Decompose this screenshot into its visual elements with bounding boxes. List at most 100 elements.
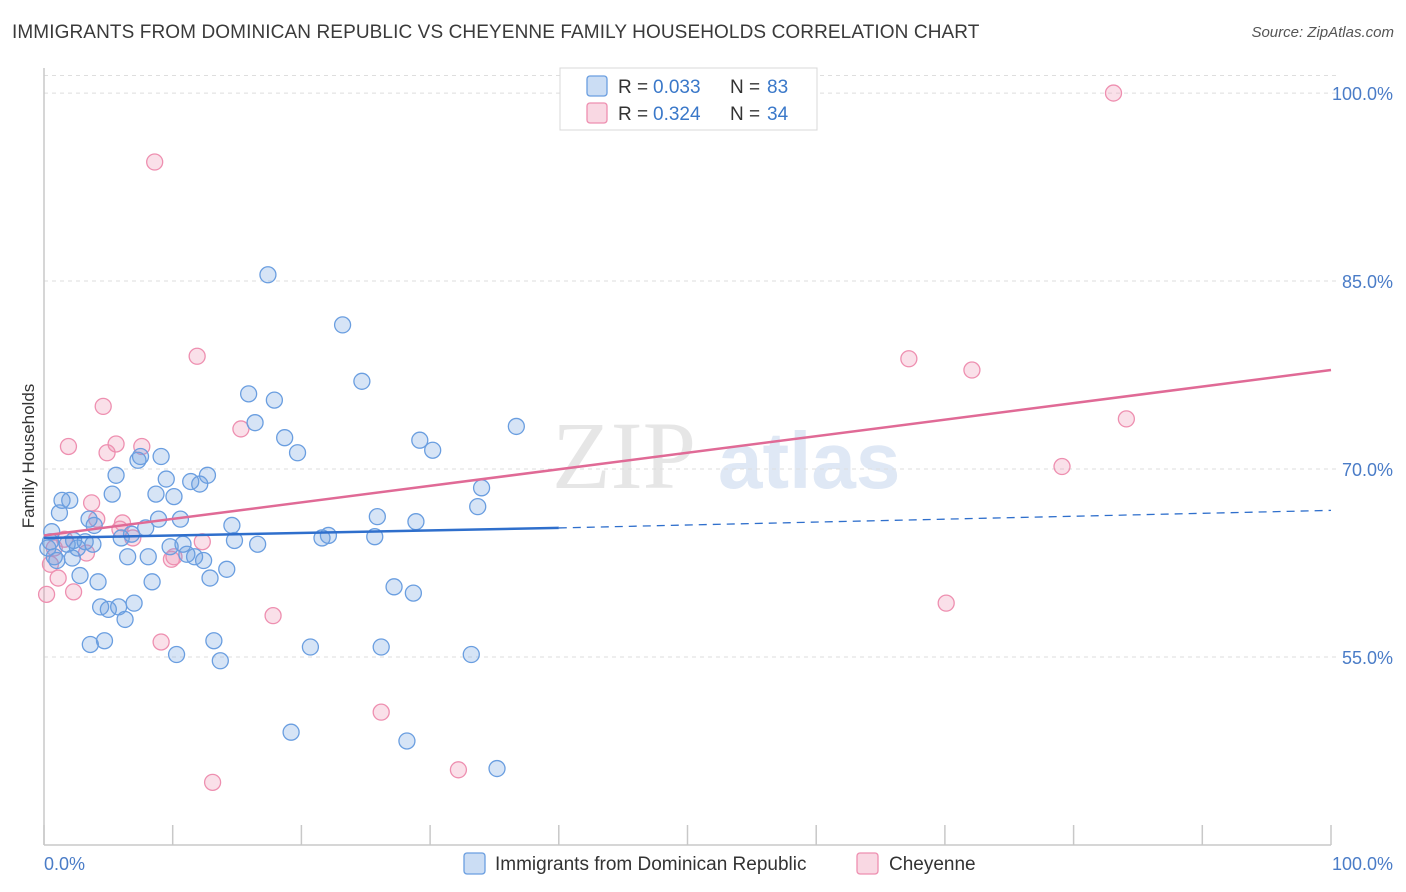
cheyenne-point	[937, 594, 955, 612]
legend-n-label-1: N =	[730, 77, 760, 98]
cheyenne-point	[37, 585, 56, 604]
bottom-legend-swatch-cheyenne	[856, 852, 879, 875]
dominican-point	[125, 594, 143, 612]
dominican-point	[99, 600, 117, 619]
cheyenne-point	[94, 397, 112, 416]
dominican-point	[411, 431, 429, 449]
trend-line-dominican	[43, 526, 559, 540]
dominican-point	[63, 549, 81, 567]
cheyenne-point	[372, 703, 390, 721]
cheyenne-point	[188, 347, 206, 365]
dominican-point	[152, 447, 170, 466]
cheyenne-point	[1117, 410, 1136, 428]
y-axis-label: Family Households	[19, 384, 38, 529]
x-tick-marks	[43, 825, 1332, 845]
watermark-atlas: atlas	[718, 416, 900, 505]
dominican-point	[161, 538, 179, 556]
dominican-point	[372, 638, 390, 656]
dominican-point	[225, 531, 244, 550]
dominican-point	[472, 479, 491, 497]
dominican-point	[469, 497, 487, 516]
dominican-point	[407, 513, 425, 531]
dominican-point	[218, 560, 236, 578]
trend-line-cheyenne	[43, 368, 1332, 537]
dominican-point	[368, 508, 386, 526]
dominican-point	[333, 316, 352, 334]
legend-swatch-cheyenne	[586, 102, 608, 124]
dominican-point	[211, 652, 229, 670]
dominican-point	[194, 551, 213, 570]
legend-r-value-1: 0.033	[653, 77, 701, 98]
cheyenne-point	[449, 761, 468, 779]
y-tick-label-55: 55.0%	[1342, 648, 1393, 668]
dominican-point	[71, 566, 89, 585]
dominican-point	[165, 487, 183, 506]
cheyenne-point	[59, 437, 78, 456]
dominican-point	[50, 504, 69, 522]
cheyenne-point	[98, 444, 116, 462]
dominican-point	[85, 516, 103, 535]
dominican-point	[507, 417, 525, 436]
cheyenne-point	[146, 153, 164, 171]
dominican-point	[61, 491, 79, 510]
dominican-point	[131, 447, 150, 466]
dominican-point	[112, 529, 130, 547]
dominican-point	[84, 535, 102, 553]
dominican-point	[95, 632, 114, 650]
dominican-point	[116, 610, 134, 629]
dominican-point	[107, 466, 125, 484]
cheyenne-point	[162, 550, 181, 568]
cheyenne-point	[107, 435, 125, 453]
watermark: ZIP atlas	[552, 402, 900, 509]
cheyenne-point	[203, 773, 222, 791]
y-tick-label-85: 85.0%	[1342, 272, 1393, 292]
cheyenne-point	[165, 548, 183, 566]
cheyenne-point	[1104, 84, 1123, 102]
cheyenne-point	[264, 607, 282, 625]
legend-n-value-2: 34	[767, 104, 789, 125]
dominican-point	[185, 548, 204, 566]
dominican-point	[462, 645, 480, 664]
stats-legend-box	[559, 67, 818, 131]
dominican-point	[157, 470, 175, 488]
dominican-point	[198, 466, 217, 484]
trend-lines	[43, 368, 1332, 540]
dominican-point	[248, 535, 267, 553]
dominican-point	[122, 525, 141, 543]
dominican-point	[288, 444, 307, 462]
dominican-point	[259, 266, 277, 284]
series-legend: Immigrants from Dominican Republic Cheye…	[463, 852, 976, 875]
legend-r-value-2: 0.324	[653, 104, 701, 125]
x-tick-label-min: 0.0%	[44, 854, 85, 874]
y-tick-label-100: 100.0%	[1332, 84, 1393, 104]
dominican-point	[205, 632, 223, 650]
cheyenne-point	[49, 569, 67, 587]
gridlines	[44, 75, 1339, 658]
dominican-point	[276, 429, 294, 447]
legend-swatch-dominican	[586, 75, 608, 97]
legend-n-label-2: N =	[730, 104, 760, 125]
dominican-point	[353, 372, 371, 390]
source-credit: Source: ZipAtlas.com	[1251, 24, 1394, 41]
y-tick-label-70: 70.0%	[1342, 460, 1393, 480]
cheyenne-point	[1053, 457, 1071, 476]
chart-title: IMMIGRANTS FROM DOMINICAN REPUBLIC VS CH…	[12, 22, 980, 43]
dominican-point	[48, 551, 66, 570]
x-tick-label-max: 100.0%	[1332, 854, 1393, 874]
dominican-point	[167, 645, 186, 664]
dominican-point	[398, 732, 416, 750]
legend-r-label-1: R =	[618, 77, 648, 98]
series-dominican-points	[39, 266, 525, 778]
stats-legend: R = 0.033 N = 83 R = 0.324 N = 34	[559, 67, 818, 131]
legend-r-label-2: R =	[618, 104, 648, 125]
cheyenne-point	[900, 350, 918, 368]
cheyenne-point	[232, 420, 250, 438]
dominican-point	[103, 485, 121, 503]
dominican-point	[239, 385, 258, 403]
cheyenne-point	[152, 633, 170, 651]
dominican-point	[424, 441, 442, 459]
trend-line-dominican-extension	[558, 509, 1332, 529]
dominican-point	[39, 539, 57, 557]
bottom-legend-label-dominican: Immigrants from Dominican Republic	[495, 854, 807, 875]
dominican-point	[265, 391, 284, 409]
